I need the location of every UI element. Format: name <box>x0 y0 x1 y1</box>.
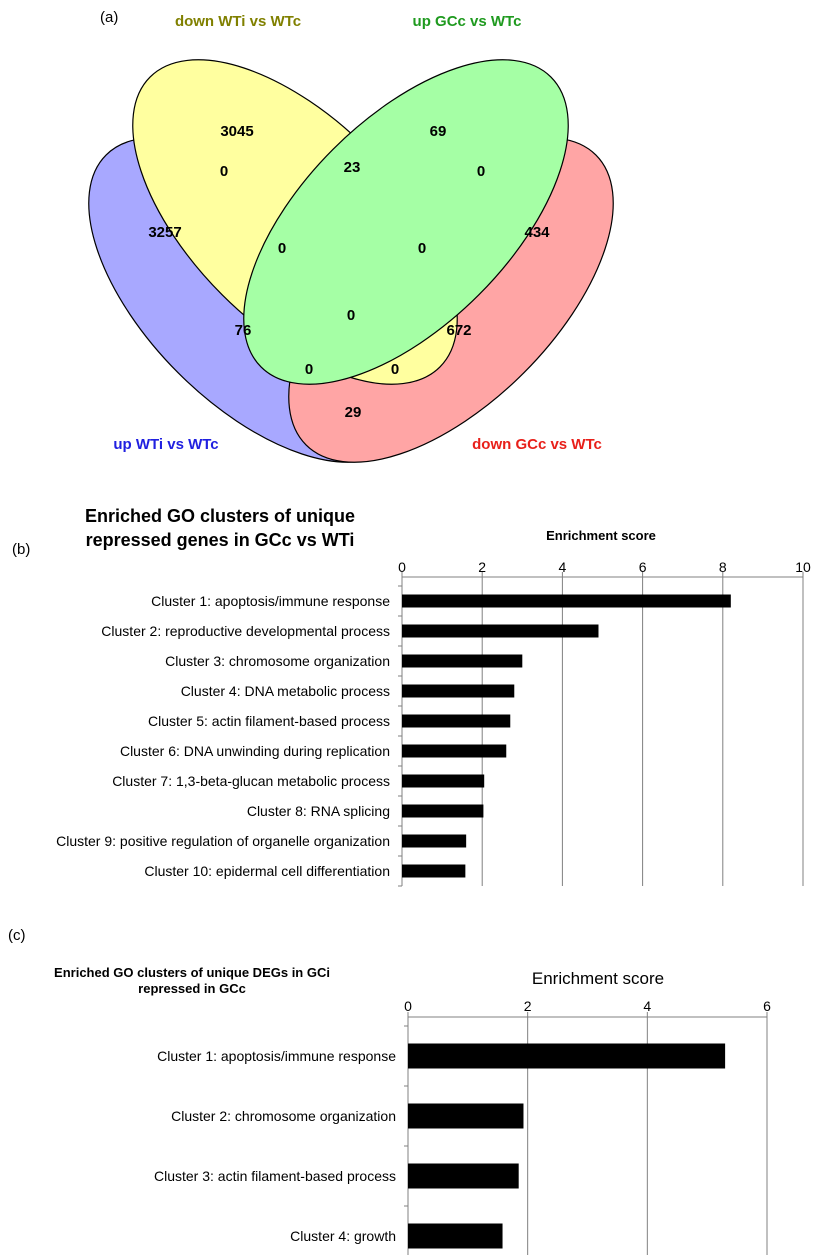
chart-b-bar <box>402 624 599 638</box>
chart-b-category-label: Cluster 2: reproductive developmental pr… <box>101 623 390 639</box>
count-green-only: 69 <box>430 123 447 140</box>
chart-b-category-label: Cluster 1: apoptosis/immune response <box>151 593 390 609</box>
chart-b-category-label: Cluster 3: chromosome organization <box>165 653 390 669</box>
chart-c-xtick-label: 2 <box>524 998 532 1014</box>
chart-b-bar <box>402 594 731 608</box>
chart-c-bar <box>408 1163 519 1189</box>
chart-c-xtick-label: 0 <box>404 998 412 1014</box>
set-label-down-wti: down WTi vs WTc <box>175 13 301 30</box>
count-green-red: 0 <box>477 163 485 180</box>
panel-b-title-line1: Enriched GO clusters of unique <box>85 506 355 526</box>
count-yellow-only: 3045 <box>220 123 253 140</box>
panel-b-label: (b) <box>12 541 30 558</box>
set-label-down-gcc: down GCc vs WTc <box>472 436 602 453</box>
count-blue-yellow-green: 0 <box>278 240 286 257</box>
panel-b-header: (b) Enriched GO clusters of unique repre… <box>12 506 656 558</box>
chart-b-category-label: Cluster 10: epidermal cell differentiati… <box>144 863 390 879</box>
panel-b-axis-title: Enrichment score <box>546 528 656 543</box>
count-yellow-red: 672 <box>446 322 471 339</box>
count-blue-red: 29 <box>345 404 362 421</box>
venn-ellipses <box>88 59 614 463</box>
chart-c-xtick-label: 6 <box>763 998 771 1014</box>
chart-b-bar <box>402 684 515 698</box>
set-up-gcc-ellipse <box>243 59 569 385</box>
chart-c-bar <box>408 1043 726 1069</box>
chart-c: 0 2 4 6 Cluster 1: apoptosis/immune response… <box>154 998 771 1255</box>
count-blue-green: 76 <box>235 322 252 339</box>
panel-c-title-line2: repressed in GCc <box>138 981 246 996</box>
chart-b-bar <box>402 714 511 728</box>
chart-c-category-label: Cluster 1: apoptosis/immune response <box>157 1048 396 1064</box>
chart-b-xtick-label: 0 <box>398 559 406 575</box>
panel-c-label: (c) <box>8 927 26 944</box>
count-blue-green-red: 0 <box>305 361 313 378</box>
chart-c-bar <box>408 1103 524 1129</box>
chart-b-xtick-label: 6 <box>639 559 647 575</box>
chart-c-bar <box>408 1223 503 1249</box>
count-blue-only: 3257 <box>148 224 181 241</box>
chart-c-category-label: Cluster 2: chromosome organization <box>171 1108 396 1124</box>
panel-c-title-line1: Enriched GO clusters of unique DEGs in G… <box>54 965 330 980</box>
count-red-only: 434 <box>524 224 550 241</box>
chart-b-bar <box>402 654 523 668</box>
chart-b-bar <box>402 834 467 848</box>
count-yellow-green-red: 0 <box>418 240 426 257</box>
panel-c-axis-title: Enrichment score <box>532 969 664 988</box>
chart-b: 0 2 4 6 8 10 Cluster 1: apoptosis/immune respo… <box>56 559 811 887</box>
chart-b-bar <box>402 744 507 758</box>
chart-b-category-label: Cluster 8: RNA splicing <box>247 803 390 819</box>
set-label-up-wti: up WTi vs WTc <box>113 436 218 453</box>
chart-c-category-label: Cluster 3: actin filament-based process <box>154 1168 396 1184</box>
chart-c-xtick-label: 4 <box>643 998 651 1014</box>
count-blue-yellow: 0 <box>220 163 228 180</box>
chart-b-bar <box>402 804 484 818</box>
chart-b-category-label: Cluster 6: DNA unwinding during replicat… <box>120 743 390 759</box>
chart-c-category-label: Cluster 4: growth <box>290 1228 396 1244</box>
chart-b-category-label: Cluster 7: 1,3-beta-glucan metabolic pro… <box>112 773 390 789</box>
chart-b-category-label: Cluster 4: DNA metabolic process <box>181 683 390 699</box>
panel-b-title-line2: repressed genes in GCc vs WTi <box>86 530 355 550</box>
chart-b-xtick-label: 10 <box>795 559 811 575</box>
panel-c-header: (c) Enriched GO clusters of unique DEGs … <box>8 927 664 996</box>
panel-a-label: (a) <box>100 9 118 26</box>
set-label-up-gcc: up GCc vs WTc <box>413 13 522 30</box>
chart-b-xtick-label: 4 <box>559 559 567 575</box>
chart-b-bar <box>402 864 466 878</box>
venn-diagram: (a) down WTi vs WTc up GCc vs WTc up WTi… <box>88 9 614 463</box>
venn-counts: 3045 69 3257 434 0 23 0 0 0 76 0 672 0 0… <box>148 123 550 421</box>
chart-b-category-label: Cluster 9: positive regulation of organe… <box>56 833 390 849</box>
chart-b-xtick-label: 2 <box>478 559 486 575</box>
count-yellow-green: 23 <box>344 159 361 176</box>
chart-b-xtick-label: 8 <box>719 559 727 575</box>
chart-b-bar <box>402 774 485 788</box>
count-all-four: 0 <box>347 307 355 324</box>
count-blue-yellow-red: 0 <box>391 361 399 378</box>
chart-b-category-label: Cluster 5: actin filament-based process <box>148 713 390 729</box>
